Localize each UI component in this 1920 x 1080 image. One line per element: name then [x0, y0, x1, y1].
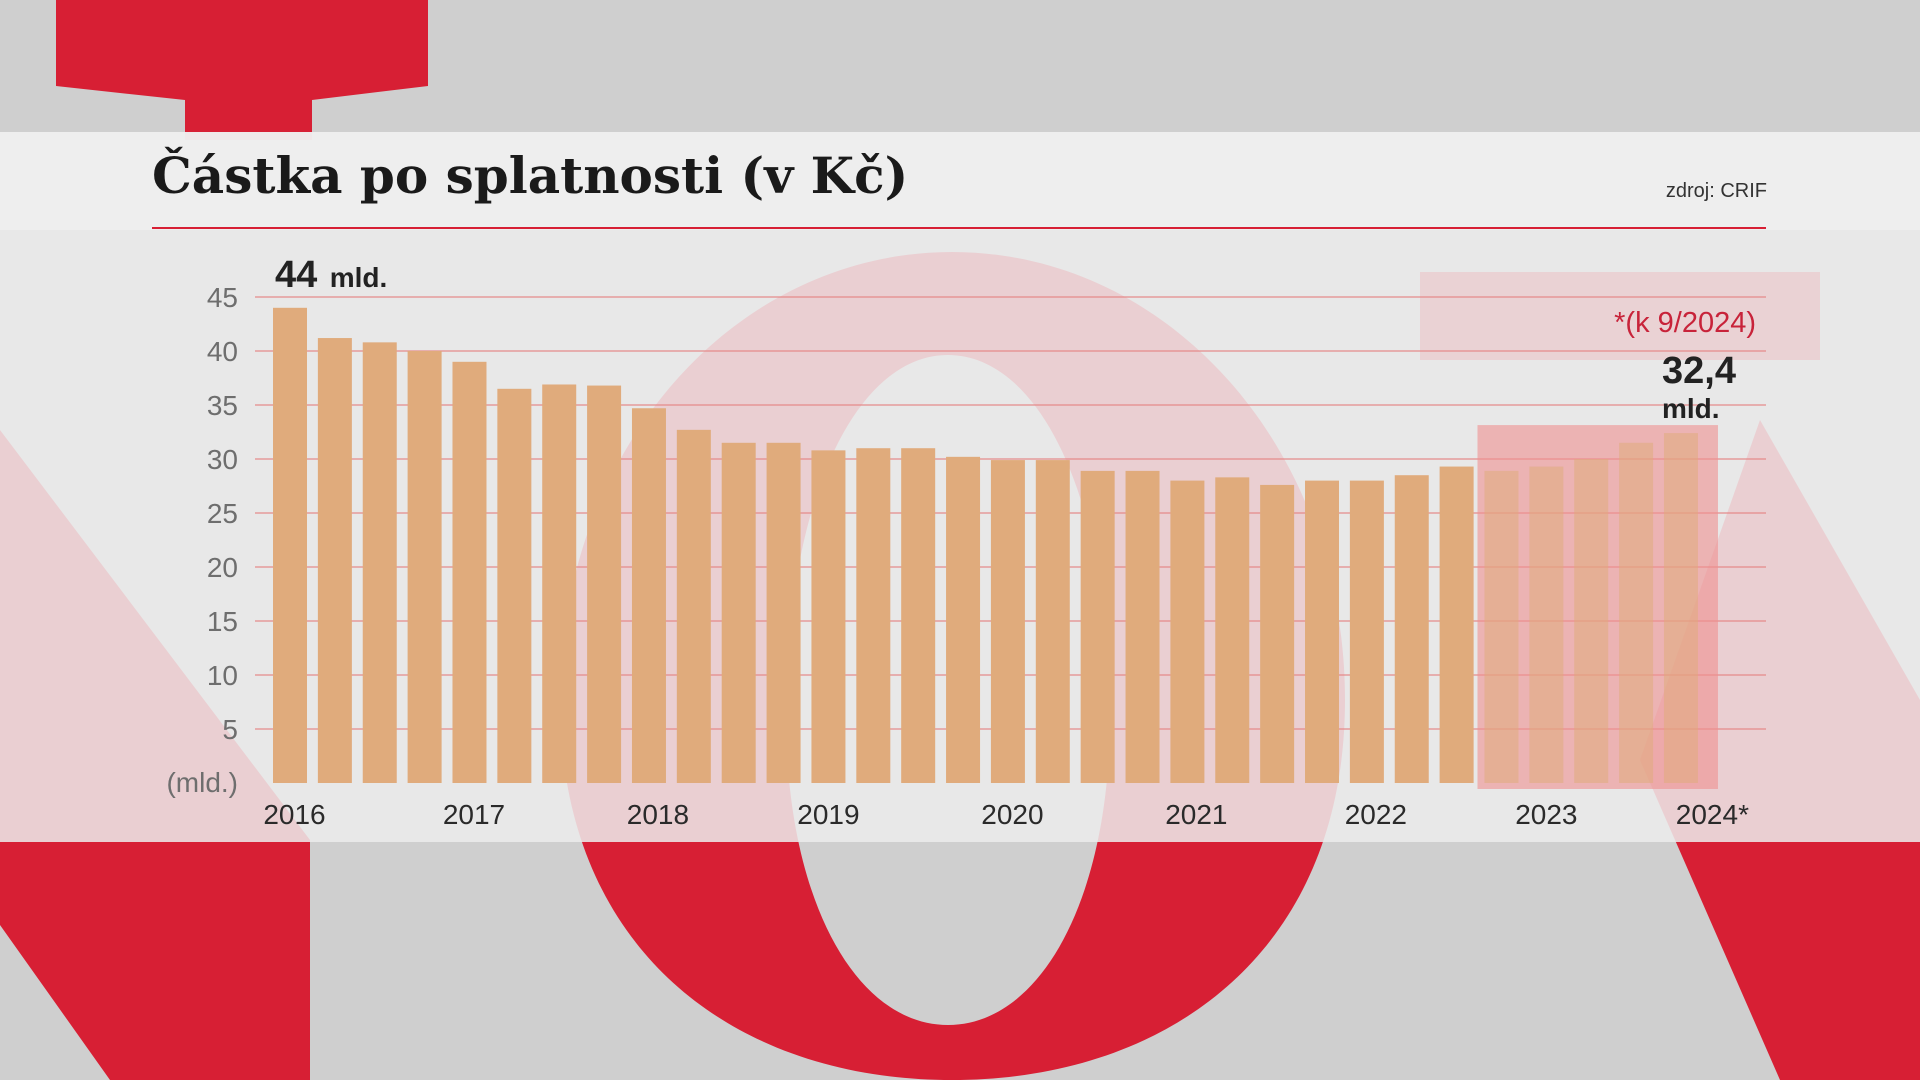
bar-31 — [1663, 433, 1698, 783]
title-divider — [152, 227, 1766, 229]
x-label-2017: 2017 — [443, 799, 505, 830]
bar-11 — [766, 442, 801, 783]
bar-25 — [1394, 475, 1429, 783]
bar-18 — [1080, 470, 1115, 783]
title-band — [0, 132, 1920, 230]
x-label-2020: 2020 — [981, 799, 1043, 830]
y-tick-25: 25 — [207, 498, 238, 529]
y-tick-15: 15 — [207, 606, 238, 637]
y-tick-35: 35 — [207, 390, 238, 421]
y-tick-5: 5 — [222, 714, 238, 745]
bar-1 — [317, 338, 352, 783]
bar-8 — [631, 408, 666, 783]
x-label-2022: 2022 — [1345, 799, 1407, 830]
y-axis-unit-label: (mld.) — [166, 767, 238, 798]
source-label: zdroj: CRIF — [1665, 180, 1767, 202]
end-unit-label: mld. — [1662, 393, 1720, 424]
y-tick-20: 20 — [207, 552, 238, 583]
bar-12 — [811, 450, 846, 783]
date-note: *(k 9/2024) — [1614, 307, 1756, 339]
bar-5 — [497, 388, 532, 783]
bar-24 — [1349, 480, 1384, 783]
end-value-label: 32,4 — [1662, 350, 1736, 392]
x-label-2016: 2016 — [263, 799, 325, 830]
bar-9 — [676, 429, 711, 783]
bar-17 — [1035, 460, 1070, 783]
bar-13 — [856, 448, 891, 783]
chart-title: Částka po splatnosti (v Kč) — [152, 146, 909, 205]
x-label-2019: 2019 — [797, 799, 859, 830]
bar-6 — [542, 384, 577, 783]
bar-27 — [1484, 470, 1519, 783]
y-tick-45: 45 — [207, 282, 238, 313]
bar-0 — [273, 307, 307, 783]
x-label-2018: 2018 — [627, 799, 689, 830]
bar-19 — [1125, 470, 1160, 783]
x-label-2021: 2021 — [1165, 799, 1227, 830]
bar-10 — [721, 442, 756, 783]
y-tick-10: 10 — [207, 660, 238, 691]
bar-14 — [901, 448, 936, 783]
y-tick-40: 40 — [207, 336, 238, 367]
bar-4 — [452, 361, 487, 783]
bar-7 — [587, 385, 622, 783]
bar-22 — [1260, 484, 1295, 783]
bar-21 — [1215, 477, 1250, 783]
bar-15 — [946, 456, 981, 783]
logo-shape-top — [56, 0, 428, 140]
y-tick-30: 30 — [207, 444, 238, 475]
x-label-2023: 2023 — [1515, 799, 1577, 830]
x-axis-labels: 2016 2017 2018 2019 2020 2021 2022 2023 2024* — [263, 799, 1749, 830]
bar-20 — [1170, 480, 1205, 783]
bar-30 — [1619, 442, 1654, 783]
bar-29 — [1574, 459, 1609, 783]
bars — [273, 307, 1698, 783]
x-label-2024: 2024* — [1676, 799, 1749, 830]
bar-16 — [990, 460, 1025, 783]
y-axis-ticks: 5 10 15 20 25 30 35 40 45 — [207, 282, 238, 745]
bar-3 — [407, 351, 442, 783]
bar-23 — [1305, 480, 1340, 783]
start-value-label: 44 mld. — [275, 254, 387, 296]
bar-26 — [1439, 466, 1474, 783]
bar-2 — [362, 342, 397, 783]
bar-28 — [1529, 466, 1564, 783]
